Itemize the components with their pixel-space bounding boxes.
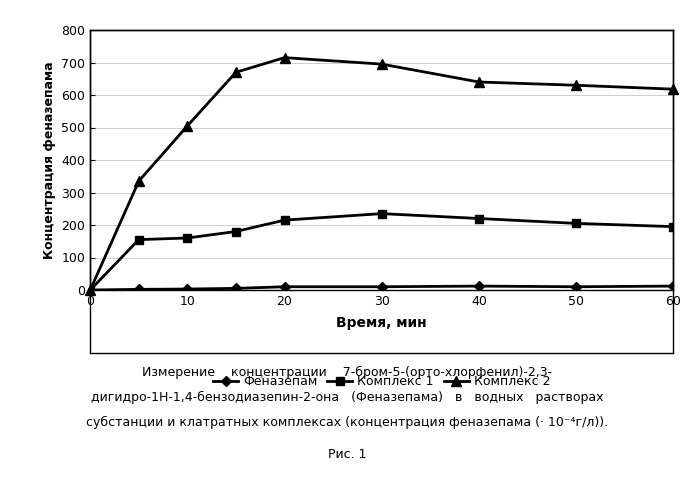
Text: дигидро-1Н-1,4-бензодиазепин-2-она   (Феназепама)   в   водных   растворах: дигидро-1Н-1,4-бензодиазепин-2-она (Фена… <box>91 391 603 404</box>
Y-axis label: Концентрация феназепама: Концентрация феназепама <box>43 61 56 259</box>
Text: Рис. 1: Рис. 1 <box>328 448 366 462</box>
Text: Измерение    концентрации    7-бром-5-(орто-хлорфенил)-2,3-: Измерение концентрации 7-бром-5-(орто-хл… <box>142 366 552 379</box>
Text: субстанции и клатратных комплексах (концентрация феназепама (· 10⁻⁴г/л)).: субстанции и клатратных комплексах (конц… <box>86 416 608 429</box>
X-axis label: Время, мин: Время, мин <box>337 316 427 330</box>
Legend: Феназепам, Комплекс 1, Комплекс 2: Феназепам, Комплекс 1, Комплекс 2 <box>208 370 555 393</box>
